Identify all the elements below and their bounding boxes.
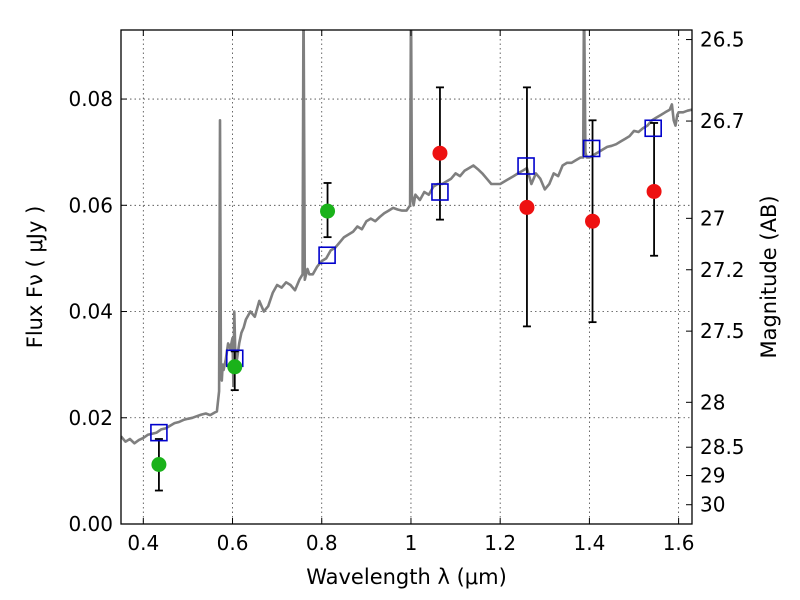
y-axis-title: Flux Fν ( μJy ) xyxy=(23,206,47,349)
x-tick-label: 1.6 xyxy=(663,531,695,555)
data-point xyxy=(432,145,448,161)
x-tick-label: 1.4 xyxy=(573,531,605,555)
grid-lines xyxy=(121,30,692,524)
model-square xyxy=(582,139,601,158)
y2-tick-label: 29 xyxy=(700,464,725,488)
data-point xyxy=(585,213,601,229)
y-tick-label: 0.08 xyxy=(68,87,113,111)
spectrum-line xyxy=(121,30,692,445)
data-point xyxy=(646,183,662,199)
y-tick-label: 0.06 xyxy=(68,193,113,217)
y2-tick-label: 30 xyxy=(700,493,725,517)
y2-tick-label: 28 xyxy=(700,390,725,414)
x-tick-label: 1 xyxy=(405,531,418,555)
y2-tick-label: 27.2 xyxy=(700,258,745,282)
x-tick-label: 1.2 xyxy=(484,531,516,555)
x-axis-title: Wavelength λ (μm) xyxy=(306,565,507,589)
model-square xyxy=(431,183,449,201)
y2-tick-label: 28.5 xyxy=(700,435,745,459)
y2-tick-label: 27 xyxy=(700,206,725,230)
axis-ticks: 0.4 0.6 0.8 1 1.2 1.4 1.6 0.00 0.02 0.04 0.06 0.08 2… xyxy=(68,28,744,555)
y2-tick-label: 26.5 xyxy=(700,28,745,52)
model-square xyxy=(150,423,168,442)
y2-axis-title: Magnitude (AB) xyxy=(757,195,781,358)
x-tick-label: 0.8 xyxy=(306,531,338,555)
plot-area xyxy=(121,30,692,492)
x-tick-label: 0.6 xyxy=(217,531,249,555)
axes-frame xyxy=(120,29,693,525)
data-point xyxy=(151,457,167,473)
model-square xyxy=(644,119,662,138)
model-square xyxy=(318,246,336,265)
y-tick-label: 0.02 xyxy=(68,406,113,430)
model-square xyxy=(517,157,535,175)
y-tick-label: 0.04 xyxy=(68,300,113,324)
x-tick-label: 0.4 xyxy=(127,531,159,555)
y2-tick-label: 26.7 xyxy=(700,109,745,133)
y-tick-label: 0.00 xyxy=(68,512,113,536)
y2-tick-label: 27.5 xyxy=(700,319,745,343)
data-point xyxy=(519,199,535,215)
data-point xyxy=(320,203,336,219)
data-point xyxy=(227,359,243,375)
